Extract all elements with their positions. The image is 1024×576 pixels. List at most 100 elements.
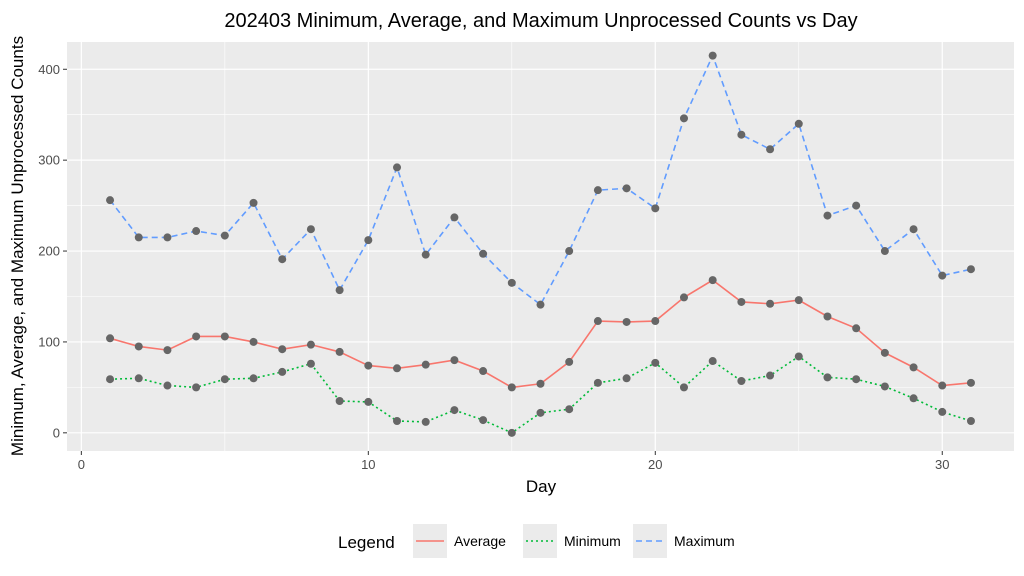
data-point-minimum bbox=[737, 377, 746, 386]
data-point-maximum bbox=[421, 250, 430, 259]
x-tick-label: 20 bbox=[648, 457, 662, 472]
data-point-minimum bbox=[507, 428, 516, 437]
data-point-average bbox=[393, 364, 402, 373]
minor-gridlines bbox=[67, 42, 1014, 451]
data-point-average bbox=[306, 340, 315, 349]
data-point-average bbox=[708, 276, 717, 285]
data-point-minimum bbox=[278, 367, 287, 376]
x-axis-ticks: 0 10 20 30 bbox=[78, 451, 949, 472]
data-point-maximum bbox=[823, 211, 832, 220]
data-point-average bbox=[737, 297, 746, 306]
data-point-maximum bbox=[192, 227, 201, 236]
data-point-minimum bbox=[679, 383, 688, 392]
y-tick-label: 400 bbox=[38, 62, 60, 77]
data-point-minimum bbox=[938, 407, 947, 416]
data-point-maximum bbox=[966, 265, 975, 274]
data-point-maximum bbox=[393, 163, 402, 172]
data-point-maximum bbox=[909, 225, 918, 234]
data-point-maximum bbox=[651, 204, 660, 213]
data-point-maximum bbox=[679, 114, 688, 123]
x-tick-label: 0 bbox=[78, 457, 85, 472]
data-point-average bbox=[106, 334, 115, 343]
data-point-minimum bbox=[249, 374, 258, 383]
data-point-average bbox=[249, 337, 258, 346]
y-tick-label: 0 bbox=[53, 425, 60, 440]
data-point-maximum bbox=[708, 51, 717, 60]
data-point-maximum bbox=[278, 255, 287, 264]
x-axis-title: Day bbox=[526, 477, 557, 496]
data-point-maximum bbox=[852, 201, 861, 210]
data-point-average bbox=[909, 363, 918, 372]
data-point-maximum bbox=[306, 225, 315, 234]
data-point-average bbox=[593, 317, 602, 326]
data-point-average bbox=[938, 381, 947, 390]
data-point-maximum bbox=[737, 130, 746, 139]
data-point-minimum bbox=[220, 375, 229, 384]
data-point-minimum bbox=[880, 382, 889, 391]
data-point-minimum bbox=[163, 381, 172, 390]
data-point-minimum bbox=[909, 394, 918, 403]
data-point-average bbox=[450, 356, 459, 365]
data-point-average bbox=[421, 360, 430, 369]
data-point-average bbox=[966, 378, 975, 387]
data-point-minimum bbox=[593, 378, 602, 387]
data-point-average bbox=[163, 346, 172, 355]
data-point-average bbox=[622, 317, 631, 326]
major-gridlines bbox=[67, 42, 1014, 451]
data-point-maximum bbox=[220, 231, 229, 240]
data-point-maximum bbox=[507, 278, 516, 287]
data-point-minimum bbox=[708, 357, 717, 366]
legend-label-maximum: Maximum bbox=[674, 533, 735, 549]
data-point-maximum bbox=[249, 198, 258, 207]
data-point-average bbox=[823, 312, 832, 321]
legend: Legend Average Minimum Maximum bbox=[338, 524, 735, 558]
data-point-minimum bbox=[106, 375, 115, 384]
data-point-minimum bbox=[450, 406, 459, 415]
y-axis-ticks: 0 100 200 300 400 bbox=[38, 62, 67, 440]
data-point-maximum bbox=[766, 145, 775, 154]
data-point-minimum bbox=[823, 373, 832, 382]
data-point-maximum bbox=[622, 184, 631, 193]
data-point-average bbox=[651, 317, 660, 326]
data-point-maximum bbox=[134, 233, 143, 242]
data-point-minimum bbox=[852, 375, 861, 384]
y-tick-label: 200 bbox=[38, 244, 60, 259]
data-point-average bbox=[507, 383, 516, 392]
data-point-maximum bbox=[880, 247, 889, 256]
data-point-minimum bbox=[966, 417, 975, 426]
legend-label-minimum: Minimum bbox=[564, 533, 621, 549]
data-point-minimum bbox=[565, 405, 574, 414]
data-point-minimum bbox=[134, 374, 143, 383]
data-points bbox=[106, 51, 975, 437]
data-point-average bbox=[679, 293, 688, 302]
data-point-maximum bbox=[163, 233, 172, 242]
y-tick-label: 100 bbox=[38, 334, 60, 349]
data-point-minimum bbox=[766, 371, 775, 380]
data-point-maximum bbox=[938, 271, 947, 280]
legend-title: Legend bbox=[338, 533, 395, 552]
chart-title: 202403 Minimum, Average, and Maximum Unp… bbox=[224, 10, 857, 32]
data-point-minimum bbox=[306, 359, 315, 368]
x-tick-label: 10 bbox=[361, 457, 375, 472]
data-point-minimum bbox=[192, 383, 201, 392]
data-point-maximum bbox=[593, 186, 602, 195]
data-point-average bbox=[536, 379, 545, 388]
data-point-average bbox=[766, 299, 775, 308]
data-point-average bbox=[192, 332, 201, 341]
y-axis-title: Minimum, Average, and Maximum Unprocesse… bbox=[8, 36, 27, 456]
data-point-minimum bbox=[364, 397, 373, 406]
data-point-average bbox=[220, 332, 229, 341]
data-point-minimum bbox=[479, 416, 488, 425]
data-point-maximum bbox=[536, 300, 545, 309]
data-point-average bbox=[852, 324, 861, 333]
data-point-maximum bbox=[450, 213, 459, 222]
data-point-average bbox=[794, 296, 803, 305]
data-point-minimum bbox=[651, 358, 660, 367]
data-point-minimum bbox=[421, 417, 430, 426]
x-tick-label: 30 bbox=[935, 457, 949, 472]
data-point-minimum bbox=[335, 397, 344, 406]
data-point-average bbox=[278, 345, 287, 354]
data-point-maximum bbox=[565, 247, 574, 256]
data-point-maximum bbox=[106, 196, 115, 205]
